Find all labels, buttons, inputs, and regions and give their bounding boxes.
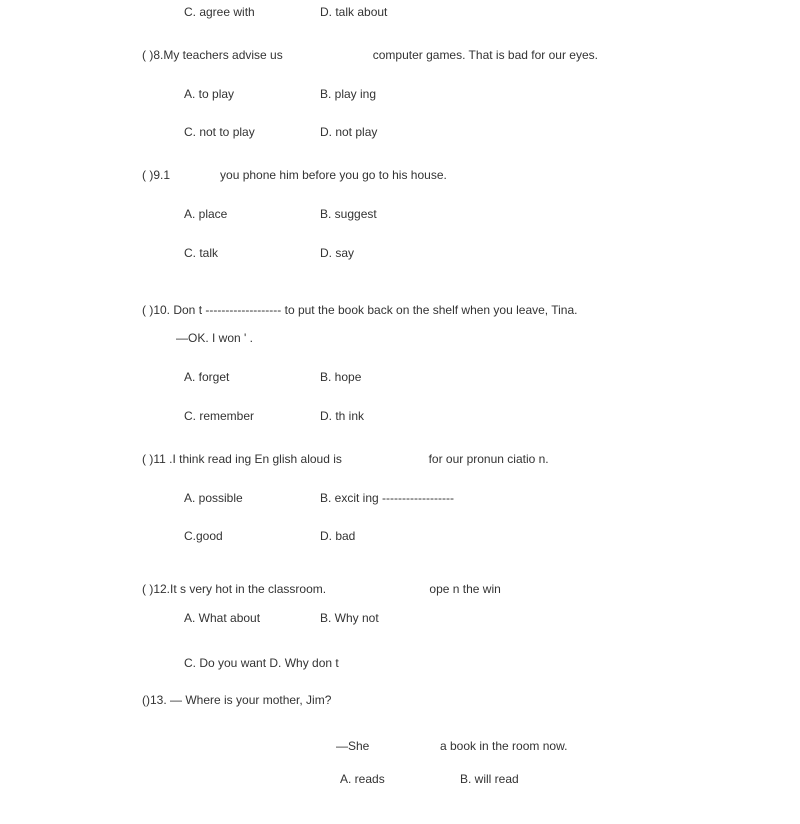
q11-options-cd: C.good D. bad: [0, 528, 800, 545]
q7-option-c: C. agree with: [184, 4, 320, 21]
q13-book: a book in the room now.: [440, 738, 590, 755]
q13-options-ab: A. reads B. will read: [0, 771, 800, 788]
q10-stem-text: ( )10. Don t ------------------- to put …: [142, 303, 577, 317]
q9-option-b: B. suggest: [320, 206, 620, 223]
q11-option-b: B. excit ing ------------------: [320, 490, 620, 507]
q10-option-b: B. hope: [320, 369, 620, 386]
q12-option-cd: C. Do you want D. Why don t: [184, 655, 339, 672]
q8-option-b: B. play ing: [320, 86, 620, 103]
q12-option-b: B. Why not: [320, 610, 620, 627]
q12-stem: ( )12.It s very hot in the classroom. op…: [0, 581, 800, 598]
q9-options-cd: C. talk D. say: [0, 245, 800, 262]
q13-she: —She: [336, 738, 440, 755]
q11-options-ab: A. possible B. excit ing ---------------…: [0, 490, 800, 507]
q10-options-ab: A. forget B. hope: [0, 369, 800, 386]
q10-stem: ( )10. Don t ------------------- to put …: [0, 302, 800, 319]
q13-stem: ()13. — Where is your mother, Jim?: [0, 692, 800, 709]
q8-stem: ( )8.My teachers advise us computer game…: [0, 47, 800, 64]
q9-option-d: D. say: [320, 245, 620, 262]
q7-options-cd: C. agree with D. talk about: [0, 4, 800, 21]
q8-option-c: C. not to play: [184, 124, 320, 141]
worksheet-page: C. agree with D. talk about ( )8.My teac…: [0, 4, 800, 812]
q8-option-a: A. to play: [184, 86, 320, 103]
q10-response: —OK. I won ' .: [0, 330, 800, 347]
q12-options-ab: A. What about B. Why not: [0, 610, 800, 627]
q10-options-cd: C. remember D. th ink: [0, 408, 800, 425]
q11-option-c: C.good: [184, 528, 320, 545]
q8-options-ab: A. to play B. play ing: [0, 86, 800, 103]
q12-option-a: A. What about: [184, 610, 320, 627]
q9-option-a: A. place: [184, 206, 320, 223]
q9-stem: ( )9.1 you phone him before you go to hi…: [0, 167, 800, 184]
q11-option-a: A. possible: [184, 490, 320, 507]
q8-option-d: D. not play: [320, 124, 620, 141]
q11-option-d: D. bad: [320, 528, 620, 545]
q8-options-cd: C. not to play D. not play: [0, 124, 800, 141]
q13-option-b: B. will read: [460, 771, 519, 788]
q13-option-a: A. reads: [340, 771, 460, 788]
q10-option-d: D. th ink: [320, 408, 620, 425]
q12-options-cd: C. Do you want D. Why don t: [0, 655, 800, 672]
q9-options-ab: A. place B. suggest: [0, 206, 800, 223]
q11-stem: ( )11 .I think read ing En glish aloud i…: [0, 451, 800, 468]
q7-option-d: D. talk about: [320, 4, 620, 21]
q13-response: —She a book in the room now.: [0, 738, 800, 755]
q9-option-c: C. talk: [184, 245, 320, 262]
q10-option-a: A. forget: [184, 369, 320, 386]
q10-option-c: C. remember: [184, 408, 320, 425]
